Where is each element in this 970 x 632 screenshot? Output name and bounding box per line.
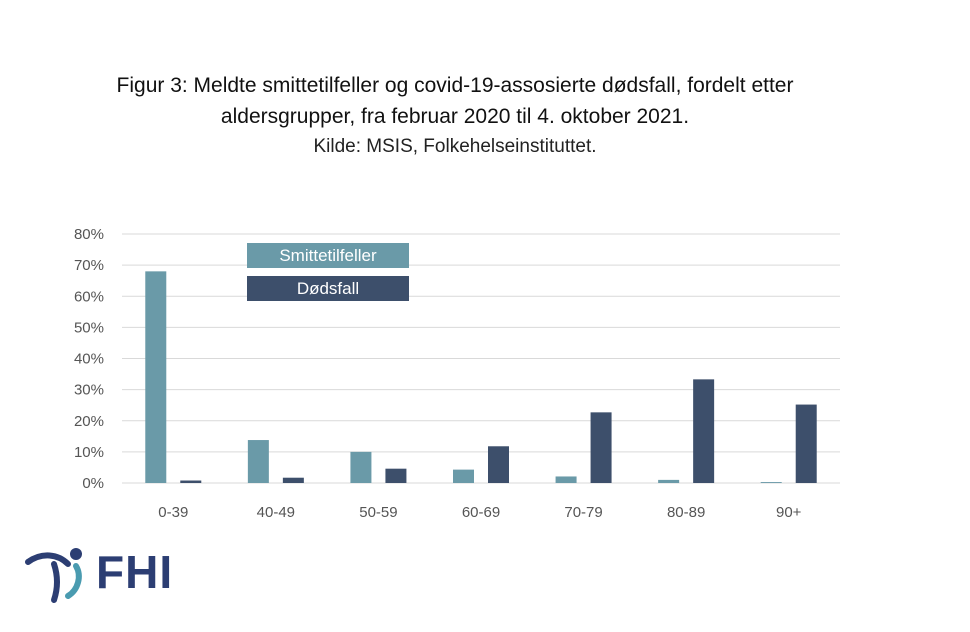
x-tick-label: 70-79 [564,504,602,521]
x-tick-label: 60-69 [462,504,500,521]
y-tick-label: 20% [74,413,104,430]
y-axis-tick-labels: 0% 10% 20% 30% 40% 50% 60% 70% 80% [74,226,104,492]
bar-smittetilfeller-80-89 [658,479,680,483]
bar-dodsfall-0-39 [180,480,202,483]
bar-dodsfall-50-59 [385,468,407,483]
fhi-figure-icon [25,548,82,603]
y-tick-label: 40% [74,351,104,368]
bar-dodsfall-40-49 [282,477,304,483]
legend-swatch-smittetilfeller [247,243,409,268]
legend-swatch-dodsfall [247,276,409,301]
bars [145,271,817,483]
chart-source: Kilde: MSIS, Folkehelseinstituttet. [313,136,597,157]
y-tick-label: 60% [74,288,104,305]
chart-title-line-2: aldersgrupper, fra februar 2020 til 4. o… [220,105,690,128]
x-axis-tick-labels: 0-39 40-49 50-59 60-69 70-79 80-89 90+ [158,504,801,521]
bar-dodsfall-80-89 [693,379,715,483]
y-tick-label: 80% [74,226,104,243]
bar-smittetilfeller-40-49 [247,440,269,483]
legend-label: Dødsfall [297,279,359,298]
chart-title-block: Figur 3: Meldte smittetilfeller og covid… [0,70,910,162]
y-tick-label: 10% [74,444,104,461]
bar-dodsfall-70-79 [590,412,612,483]
legend-label: Smittetilfeller [279,246,377,265]
x-tick-label: 40-49 [257,504,295,521]
legend: Smittetilfeller Dødsfall [247,243,409,301]
bar-smittetilfeller-60-69 [453,469,474,483]
fhi-logo: FHI [24,542,174,604]
gridlines [122,233,840,484]
y-tick-label: 30% [74,382,104,399]
bar-smittetilfeller-70-79 [555,476,577,483]
y-tick-label: 50% [74,319,104,336]
x-tick-label: 90+ [776,504,802,521]
x-tick-label: 50-59 [359,504,397,521]
bar-dodsfall-60-69 [488,446,509,483]
bar-dodsfall-90+ [795,404,817,483]
bar-smittetilfeller-50-59 [350,451,372,483]
y-tick-label: 70% [74,257,104,274]
y-tick-label: 0% [82,475,104,492]
fhi-logo-text: FHI [96,546,174,598]
x-tick-label: 80-89 [667,504,705,521]
bar-smittetilfeller-90+ [760,482,782,483]
bar-smittetilfeller-0-39 [145,271,167,483]
x-tick-label: 0-39 [158,504,188,521]
chart-title-line-1: Figur 3: Meldte smittetilfeller og covid… [116,74,794,97]
